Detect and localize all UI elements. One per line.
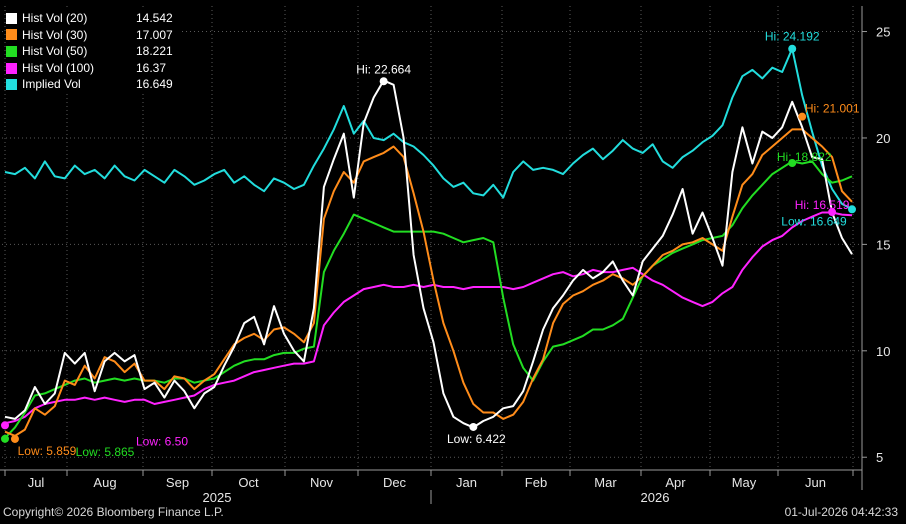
hi-low-marker — [10, 434, 19, 443]
series-line — [4, 211, 853, 425]
legend-series-name: Hist Vol (30) — [22, 27, 88, 42]
hi-low-label: Hi: 21.001 — [805, 102, 860, 116]
hi-low-marker — [788, 44, 797, 53]
legend-swatch — [6, 29, 17, 41]
legend-entry: Implied Vol 16.649 — [6, 76, 181, 93]
legend-series-name: Hist Vol (20) — [22, 11, 88, 25]
x-month-label: Mar — [594, 475, 617, 490]
legend-series-name: Implied Vol — [22, 77, 81, 92]
hi-low-marker — [788, 159, 797, 168]
legend-swatch — [6, 62, 17, 74]
y-tick-label: 5 — [876, 450, 883, 465]
hi-low-label: Low: 5.859 — [18, 444, 77, 458]
legend-entry: Hist Vol (30) 17.007 — [6, 27, 181, 44]
legend-series-name: Hist Vol (100) — [22, 60, 95, 75]
hi-low-marker — [379, 77, 388, 86]
legend-last-value: 18.221 — [136, 44, 173, 59]
legend-entry: Hist Vol (100) 16.37 — [6, 60, 181, 77]
hi-low-label: Low: 16.649 — [781, 214, 847, 228]
hi-low-label: Low: 6.50 — [136, 434, 188, 448]
legend-swatch — [6, 45, 17, 57]
x-year-label: 2026 — [641, 490, 670, 505]
y-tick-label: 15 — [876, 237, 890, 252]
legend-swatch — [6, 12, 17, 24]
y-tick-label: 20 — [876, 131, 890, 146]
hi-low-label: Hi: 18.822 — [777, 150, 832, 164]
y-tick-label: 10 — [876, 344, 890, 359]
legend-series-name: Hist Vol (50) — [22, 44, 88, 59]
hi-low-label: Hi: 16.519 — [795, 198, 850, 212]
hi-low-marker — [1, 434, 9, 443]
copyright-text: Copyright© 2026 Bloomberg Finance L.P. — [3, 505, 224, 519]
hi-low-marker — [828, 208, 837, 217]
x-month-label: May — [732, 475, 757, 490]
x-month-label: Dec — [383, 475, 407, 490]
series-line — [4, 79, 853, 429]
series-line — [4, 47, 853, 211]
x-month-label: Aug — [93, 475, 116, 490]
hi-low-marker — [848, 205, 856, 214]
x-month-label: Jun — [805, 475, 826, 490]
legend-last-value: 16.37 — [136, 60, 167, 75]
series-line — [4, 128, 853, 437]
legend-last-value: 14.542 — [136, 11, 173, 25]
x-month-label: Nov — [310, 475, 334, 490]
hi-low-label: Hi: 24.192 — [765, 30, 820, 44]
timestamp-text: 01-Jul-2026 04:42:33 — [784, 505, 898, 519]
legend-entry: Hist Vol (20) 14.542 — [6, 10, 181, 27]
x-month-label: Jul — [28, 475, 45, 490]
hi-low-marker — [1, 421, 9, 430]
chart-legend: Hist Vol (20) 14.542 Hist Vol (30) 17.007 Hi… — [6, 10, 181, 93]
x-month-label: Apr — [665, 475, 686, 490]
hi-low-marker — [798, 112, 807, 121]
x-month-label: Jan — [456, 475, 477, 490]
hi-low-marker — [469, 422, 478, 431]
x-month-label: Feb — [525, 475, 547, 490]
hi-low-label: Low: 5.865 — [76, 445, 135, 459]
hi-low-label: Hi: 22.664 — [356, 62, 411, 76]
legend-last-value: 17.007 — [136, 27, 173, 42]
legend-swatch — [6, 79, 17, 91]
x-month-label: Sep — [166, 475, 189, 490]
legend-last-value: 16.649 — [136, 77, 173, 92]
hi-low-label: Low: 6.422 — [447, 432, 506, 446]
x-month-label: Oct — [238, 475, 259, 490]
y-tick-label: 25 — [876, 25, 890, 40]
x-year-label: 2025 — [203, 490, 232, 505]
series-line — [4, 160, 853, 439]
legend-entry: Hist Vol (50) 18.221 — [6, 43, 181, 60]
